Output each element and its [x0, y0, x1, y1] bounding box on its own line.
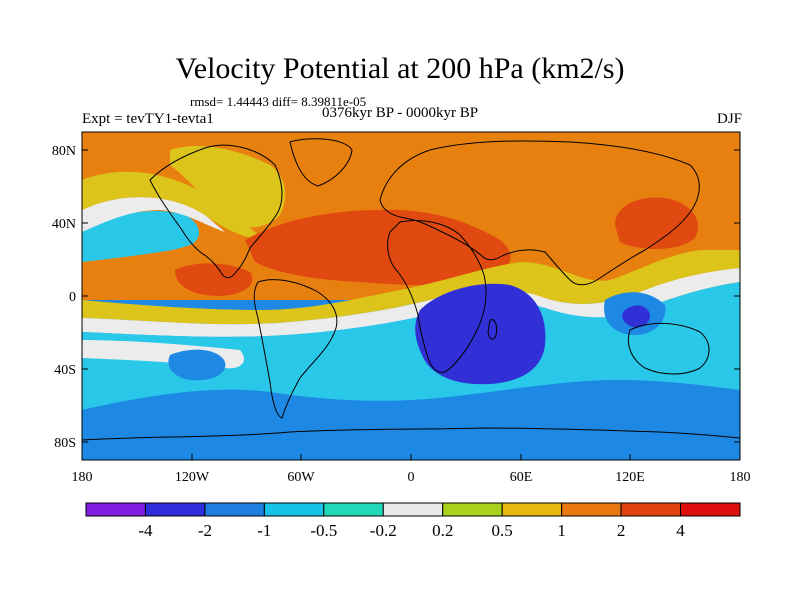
lon-label-180e: 180: [730, 470, 751, 485]
colorbar-swatch: [263, 502, 325, 517]
field-epac-strongpos: [175, 263, 253, 296]
colorbar-swatch: [85, 502, 146, 517]
coast-eurasia: [379, 140, 700, 286]
latitude-axis: 80N 40N 0 40S 80S: [52, 144, 740, 451]
stats-text: rmsd= 1.44443 diff= 8.39811e-05: [190, 94, 367, 109]
longitude-axis: 180 120W 60W 0 60E 120E 180: [72, 454, 751, 485]
colorbar-swatch: [144, 502, 206, 517]
lon-label-60w: 60W: [287, 470, 315, 485]
colorbar-swatch: [442, 502, 503, 517]
coast-antarctica: [82, 427, 740, 441]
colorbar-label: -4: [138, 521, 153, 540]
colorbar-label: 0.5: [492, 521, 513, 540]
lat-label-40n: 40N: [52, 217, 76, 232]
lon-label-180w: 180: [72, 470, 93, 485]
coast-south-america: [253, 279, 338, 419]
lon-label-120w: 120W: [175, 470, 210, 485]
colorbar-label: 0.2: [432, 521, 453, 540]
field-npac-weakpos: [82, 171, 265, 240]
velocity-potential-field: [82, 132, 740, 460]
coast-north-america: [149, 144, 283, 279]
field-eurasia-strongpos: [245, 209, 511, 286]
lat-label-0: 0: [69, 290, 76, 305]
lon-label-60e: 60E: [510, 470, 533, 485]
colorbar-label: -2: [198, 521, 212, 540]
lat-label-40s: 40S: [54, 363, 76, 378]
coastlines: [82, 138, 740, 441]
colorbar-swatch: [323, 502, 384, 517]
colorbar-swatch: [561, 502, 622, 517]
colorbar-swatch: [204, 502, 265, 517]
period-label: 0376kyr BP - 0000kyr BP: [322, 105, 479, 121]
colorbar-label: -1: [257, 521, 271, 540]
field-maritime-strongneg: [622, 305, 650, 328]
colorbar: -4 -2 -1 -0.5 -0.2 0.2 0.5 1 2 4: [85, 502, 741, 540]
season-label: DJF: [716, 111, 742, 127]
colorbar-swatch: [501, 502, 563, 517]
field-south-negative: [82, 380, 740, 460]
colorbar-swatch: [620, 502, 682, 517]
field-equator-weakpos: [82, 250, 740, 325]
lat-label-80n: 80N: [52, 144, 76, 159]
lon-label-0: 0: [408, 470, 415, 485]
field-africa-strongneg: [415, 283, 546, 385]
field-sebpac-negative: [168, 349, 226, 381]
colorbar-label: 2: [617, 521, 626, 540]
colorbar-label: -0.5: [310, 521, 337, 540]
experiment-label: Expt = tevTY1-tevta1: [82, 111, 214, 127]
colorbar-label: 1: [557, 521, 566, 540]
field-eastasia-strongpos: [615, 197, 699, 250]
colorbar-label: -0.2: [370, 521, 397, 540]
coast-africa: [387, 220, 487, 373]
plot-title: Velocity Potential at 200 hPa (km2/s): [175, 52, 625, 85]
field-namerica-weakpos: [170, 145, 286, 228]
colorbar-swatch: [382, 502, 444, 517]
lat-label-80s: 80S: [54, 436, 76, 451]
coast-madagascar: [487, 319, 498, 340]
field-south-weakneg: [82, 282, 740, 410]
coast-australia: [627, 322, 710, 375]
field-npac-neutral: [82, 197, 225, 232]
field-npac-negative: [82, 211, 200, 262]
lon-label-120e: 120E: [615, 470, 645, 485]
coast-greenland: [289, 138, 353, 187]
colorbar-swatch: [680, 502, 741, 517]
colorbar-label: 4: [676, 521, 685, 540]
